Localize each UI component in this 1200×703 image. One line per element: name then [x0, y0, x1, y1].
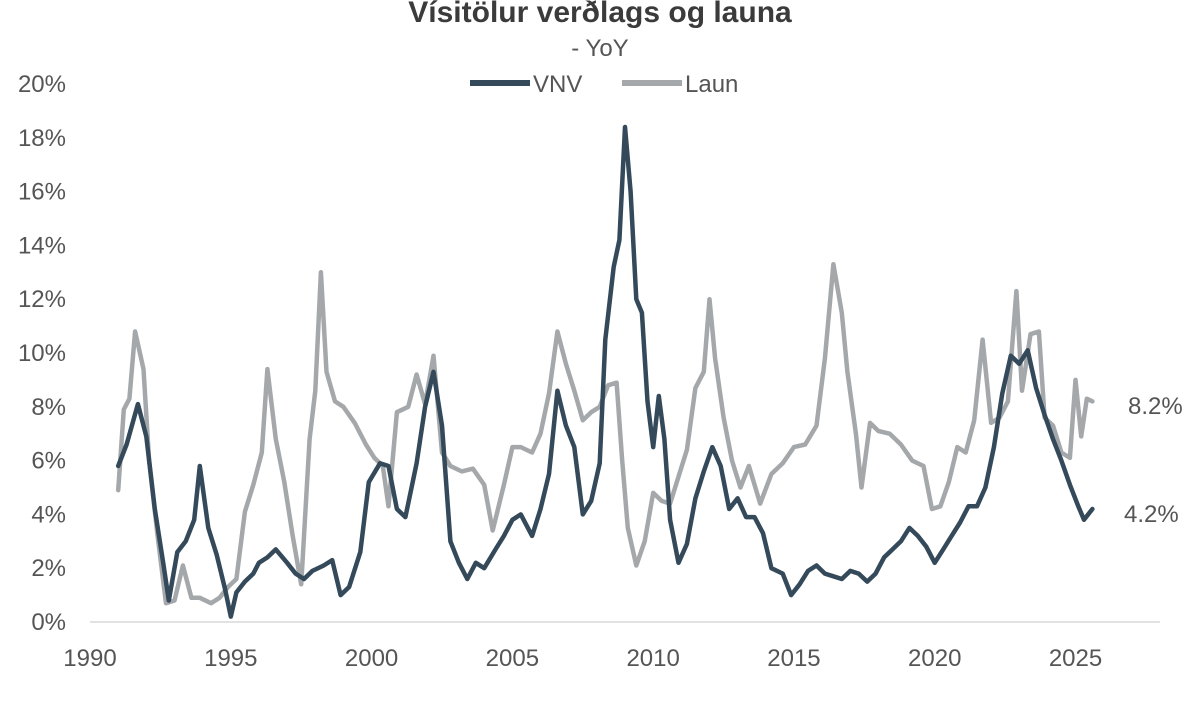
x-tick-label: 2010	[626, 645, 679, 672]
end-label-laun: 8.2%	[1128, 393, 1183, 420]
x-axis-ticks: 1990 1995 2000 2005 2010 2015 2020 2025	[63, 645, 1102, 672]
series-layer	[115, 124, 1095, 619]
x-tick-label: 2025	[1049, 645, 1102, 672]
legend-label-vnv: VNV	[533, 71, 582, 98]
x-tick-label: 2000	[345, 645, 398, 672]
y-tick-label: 14%	[18, 232, 66, 259]
chart-title: Vísitölur verðlags og launa	[408, 0, 792, 29]
x-tick-label: 1990	[63, 645, 116, 672]
y-tick-label: 10%	[18, 340, 66, 367]
y-tick-label: 0%	[31, 609, 66, 636]
y-tick-label: 2%	[31, 555, 66, 582]
y-tick-label: 18%	[18, 125, 66, 152]
y-tick-label: 8%	[31, 394, 66, 421]
y-tick-label: 12%	[18, 286, 66, 313]
legend: VNV Laun	[470, 71, 738, 98]
y-axis-ticks: 0% 2% 4% 6% 8% 10% 12% 14% 16% 18% 20%	[18, 71, 66, 636]
end-label-vnv: 4.2%	[1124, 501, 1179, 528]
x-tick-label: 1995	[204, 645, 257, 672]
y-tick-label: 6%	[31, 448, 66, 475]
series-line-laun	[115, 261, 1095, 606]
series-line-vnv	[115, 124, 1095, 619]
chart-subtitle: - YoY	[571, 35, 628, 62]
y-tick-label: 4%	[31, 501, 66, 528]
x-tick-label: 2015	[767, 645, 820, 672]
legend-label-laun: Laun	[685, 71, 738, 98]
y-tick-label: 20%	[18, 71, 66, 98]
x-tick-label: 2005	[486, 645, 539, 672]
y-tick-label: 16%	[18, 179, 66, 206]
x-tick-label: 2020	[908, 645, 961, 672]
